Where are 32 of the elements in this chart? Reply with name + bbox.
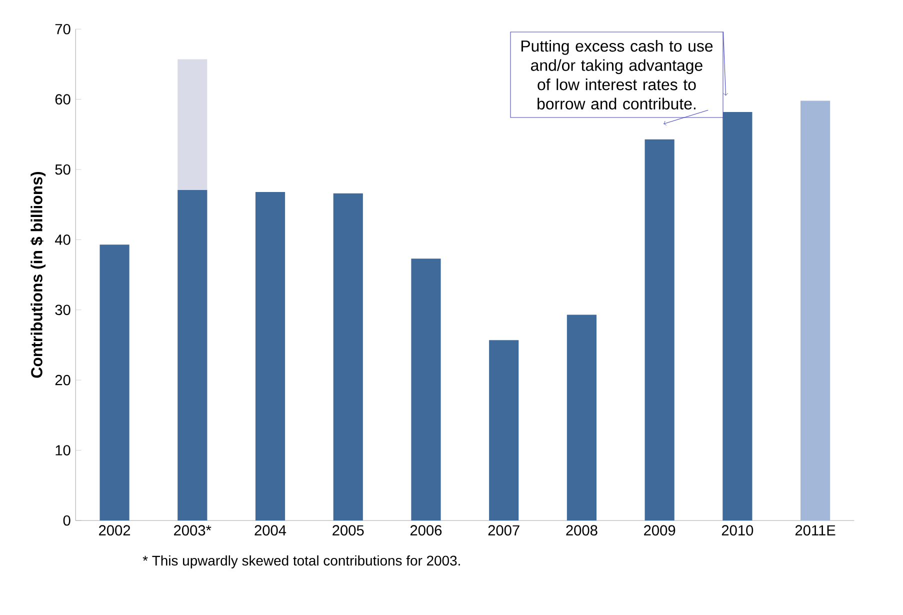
y-tick-label: 50	[55, 164, 70, 175]
bar	[333, 193, 363, 520]
y-axis-title: Contributions (in $ billions)	[30, 172, 46, 378]
bar	[100, 244, 130, 520]
bar	[800, 100, 830, 520]
x-tick-label: 2008	[566, 525, 598, 536]
y-tick-label: 60	[55, 94, 70, 104]
x-tick-label: 2007	[488, 525, 520, 536]
bar	[178, 59, 208, 190]
bar	[255, 192, 286, 520]
bar	[566, 314, 597, 520]
bar	[178, 190, 208, 520]
x-tick-label: 2004	[254, 525, 286, 536]
y-tick-label: 30	[55, 304, 70, 316]
x-tick-label: 2011E	[795, 525, 836, 536]
x-tick-label: 2005	[332, 525, 364, 536]
y-tick-label: 40	[54, 234, 70, 245]
annotation: Putting excess cash to use and/or taking advantage of low interest rates to borrow and contribute.	[521, 40, 713, 110]
bar	[489, 340, 519, 520]
x-tick-label: 2003*	[174, 525, 212, 536]
bar	[644, 139, 674, 520]
x-tick-label: 2002	[99, 525, 130, 536]
y-tick-label: 20	[55, 374, 70, 386]
bar	[722, 112, 752, 520]
y-tick-label: 70	[55, 24, 70, 34]
text: * This upwardly skewed total contributions for 2003.	[142, 555, 460, 568]
x-tick-label: 2009	[644, 525, 676, 536]
bar	[411, 258, 441, 520]
x-tick-label: 2010	[722, 525, 754, 536]
x-tick-label: 2006	[410, 525, 442, 536]
y-tick-label: 10	[56, 445, 70, 456]
y-tick-label: 0	[63, 515, 70, 526]
